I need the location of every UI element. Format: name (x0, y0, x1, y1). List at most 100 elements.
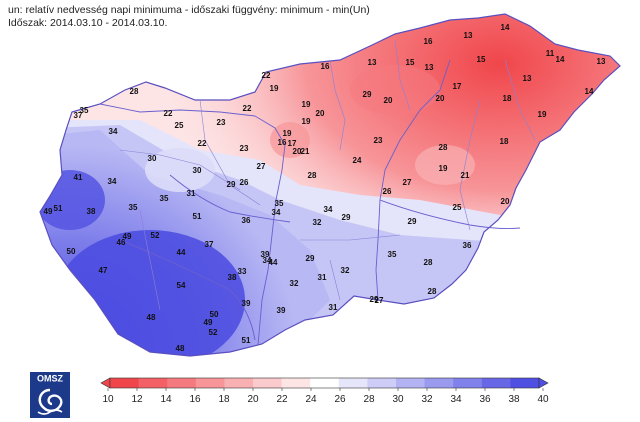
station-value: 51 (193, 212, 202, 221)
station-value: 22 (243, 104, 252, 113)
station-value: 39 (242, 299, 251, 308)
station-value: 26 (383, 187, 392, 196)
station-value: 31 (318, 273, 327, 282)
station-value: 20 (501, 197, 510, 206)
station-value: 29 (342, 213, 351, 222)
colorbar-tick-label: 36 (479, 394, 491, 405)
station-value: 51 (54, 204, 63, 213)
station-value: 33 (238, 267, 247, 276)
station-value: 27 (257, 162, 266, 171)
station-value: 49 (123, 232, 132, 241)
station-value: 50 (67, 247, 76, 256)
station-value: 14 (501, 23, 510, 32)
colorbar-tick-label: 40 (537, 394, 549, 405)
station-value: 41 (74, 173, 83, 182)
station-value: 11 (546, 49, 555, 58)
logo-text: OMSZ (37, 374, 64, 384)
station-value: 37 (205, 240, 214, 249)
station-value: 32 (341, 266, 350, 275)
station-value: 29 (227, 180, 236, 189)
station-value: 37 (74, 111, 83, 120)
station-value: 34 (109, 127, 118, 136)
station-value: 25 (175, 121, 184, 130)
station-value: 19 (538, 110, 547, 119)
station-value: 28 (428, 287, 437, 296)
station-value: 34 (108, 177, 117, 186)
station-value: 17 (288, 139, 297, 148)
colorbar-segment (453, 378, 483, 388)
station-value: 48 (176, 344, 185, 353)
station-value: 36 (463, 241, 472, 250)
station-value: 19 (439, 164, 448, 173)
station-value: 20 (384, 96, 393, 105)
colorbar-tick-label: 20 (247, 394, 259, 405)
colorbar-segment (396, 378, 425, 388)
station-value: 52 (209, 328, 218, 337)
colorbar-segment (367, 378, 397, 388)
station-value: 14 (556, 55, 565, 64)
station-value: 38 (87, 207, 96, 216)
station-value: 22 (262, 71, 271, 80)
station-value: 50 (210, 310, 219, 319)
colorbar-tick-label: 30 (392, 394, 404, 405)
map-title: un: relatív nedvesség napi minimuma - id… (8, 4, 370, 16)
colorbar-segment (195, 378, 225, 388)
station-value: 19 (283, 129, 292, 138)
station-value: 31 (187, 189, 196, 198)
station-value: 13 (523, 74, 532, 83)
station-value: 52 (151, 231, 160, 240)
station-value: 44 (269, 258, 278, 267)
map-header: un: relatív nedvesség napi minimuma - id… (8, 4, 370, 30)
station-value: 39 (261, 250, 270, 259)
station-value: 34 (263, 256, 272, 265)
station-value: 46 (117, 238, 126, 247)
station-value: 23 (240, 144, 249, 153)
station-value: 26 (240, 178, 249, 187)
colorbar-tick-label: 14 (160, 394, 172, 405)
colorbar-segment (138, 378, 168, 388)
station-value: 54 (177, 281, 186, 290)
station-value: 35 (80, 106, 89, 115)
station-value: 22 (198, 139, 207, 148)
station-value: 39 (277, 306, 286, 315)
station-value: 44 (177, 248, 186, 257)
colorbar-segment (510, 378, 540, 388)
station-value: 28 (424, 258, 433, 267)
station-value: 24 (353, 156, 362, 165)
station-value: 51 (242, 336, 251, 345)
colorbar-tick-label: 24 (305, 394, 317, 405)
colorbar-segment (253, 378, 282, 388)
station-value: 25 (453, 203, 462, 212)
colorbar-segment (281, 378, 311, 388)
station-value: 36 (242, 216, 251, 225)
station-value: 16 (278, 138, 287, 147)
rivers (99, 59, 521, 346)
station-value: 15 (406, 58, 415, 67)
station-value: 35 (129, 203, 138, 212)
colorbar-segment (110, 378, 139, 388)
station-value: 30 (148, 154, 157, 163)
station-value: 21 (461, 171, 470, 180)
station-value: 29 (408, 217, 417, 226)
station-value: 13 (464, 31, 473, 40)
colorbar-ticks: 10 12 14 16 18 20 22 24 26 28 30 32 34 36 38 40 (102, 388, 549, 405)
station-value: 28 (308, 171, 317, 180)
station-value: 13 (425, 63, 434, 72)
station-value: 35 (160, 194, 169, 203)
station-value: 27 (403, 178, 412, 187)
station-value: 14 (585, 87, 594, 96)
colorbar-segment (310, 378, 340, 388)
station-value: 32 (290, 279, 299, 288)
station-value: 18 (500, 137, 509, 146)
station-value: 48 (147, 313, 156, 322)
country-border (39, 13, 621, 357)
omsz-logo: OMSZ (30, 372, 70, 418)
station-value: 30 (193, 166, 202, 175)
station-value: 13 (597, 57, 606, 66)
station-value: 15 (477, 55, 486, 64)
county-borders (119, 39, 536, 311)
colorbar-tick-label: 32 (421, 394, 433, 405)
station-value: 20 (316, 109, 325, 118)
